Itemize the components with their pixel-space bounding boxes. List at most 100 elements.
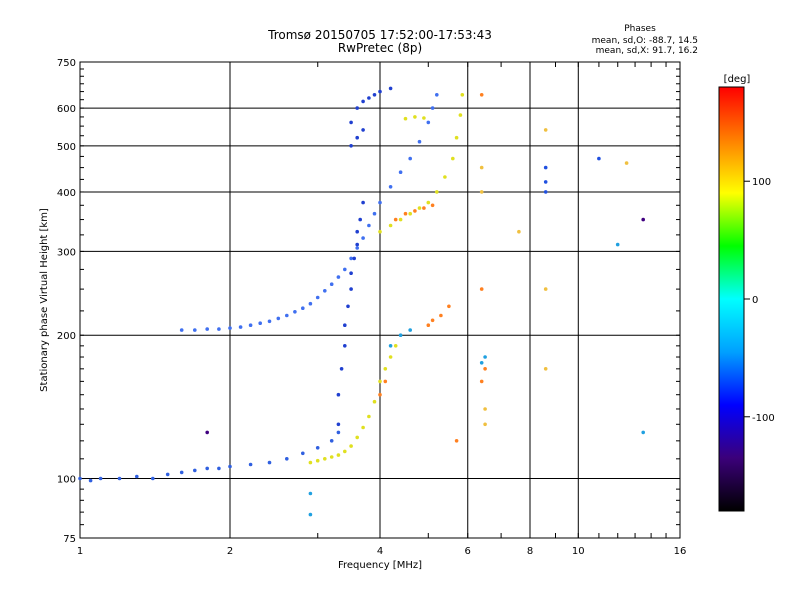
data-point (285, 457, 289, 461)
y-tick-label: 100 (57, 475, 76, 486)
stats-title: Phases (624, 24, 656, 34)
data-point (355, 135, 360, 140)
data-point (422, 206, 426, 210)
data-point (267, 319, 272, 324)
data-point (383, 379, 388, 384)
data-point (483, 407, 487, 411)
data-point (408, 328, 413, 332)
data-point (349, 144, 353, 148)
data-point (403, 116, 408, 121)
data-point (398, 333, 403, 338)
x-tick-label: 16 (674, 546, 687, 557)
data-point (451, 156, 455, 161)
data-point (388, 355, 393, 359)
data-point (301, 306, 305, 311)
data-point (276, 316, 281, 321)
data-point (315, 458, 320, 463)
y-tick-label: 400 (57, 188, 76, 199)
data-point (443, 175, 447, 179)
data-point (179, 470, 184, 475)
data-point (228, 464, 232, 469)
data-point (336, 422, 341, 427)
data-point (151, 476, 155, 481)
data-point (378, 229, 382, 234)
y-tick-label: 300 (57, 247, 76, 258)
data-point (430, 106, 435, 110)
data-point (343, 267, 347, 272)
data-point (543, 165, 548, 170)
data-point (349, 120, 353, 125)
data-point (479, 93, 484, 97)
data-point (641, 217, 645, 222)
data-point (308, 491, 313, 496)
data-point (352, 256, 357, 261)
data-point (430, 203, 435, 208)
data-point (417, 139, 422, 144)
data-point (403, 211, 408, 216)
data-point (343, 344, 347, 348)
data-point (349, 444, 353, 448)
data-point (285, 313, 289, 318)
data-point (367, 414, 371, 419)
header: Tromsø 20150705 17:52:00-17:53:43 RwPret… (267, 24, 698, 56)
data-point (426, 120, 431, 125)
data-point (367, 96, 371, 100)
data-point (238, 325, 243, 329)
data-point (383, 367, 388, 371)
data-point (483, 355, 487, 359)
x-tick-label: 10 (572, 546, 585, 557)
data-point (355, 246, 360, 250)
x-tick-label: 1 (77, 546, 83, 557)
data-point (426, 323, 431, 328)
colorbar-tick-label: 0 (752, 295, 758, 306)
data-point (641, 430, 645, 435)
data-point (205, 466, 209, 471)
colorbar-ticks: -100 0 100 (744, 177, 775, 424)
data-point (355, 242, 360, 247)
stats-line-o: mean, sd,O: -88.7, 14.5 (592, 36, 698, 46)
data-point (426, 200, 431, 205)
data-point (372, 399, 377, 404)
data-point (346, 304, 350, 309)
data-point (372, 211, 377, 216)
data-point (597, 156, 601, 161)
data-point (315, 295, 320, 300)
data-point (98, 476, 103, 481)
y-tick-label: 500 (57, 142, 76, 153)
data-point (205, 327, 209, 331)
data-point (413, 209, 417, 213)
data-point (543, 128, 548, 132)
data-point (479, 165, 484, 170)
data-point (343, 449, 347, 454)
data-point (367, 223, 371, 228)
data-point (355, 229, 360, 234)
y-tick-label: 750 (57, 58, 76, 69)
data-point (422, 116, 426, 120)
data-point (543, 190, 548, 194)
data-point (479, 361, 484, 365)
colorbar-tick-label: -100 (752, 413, 775, 424)
data-point (315, 446, 320, 450)
data-point (349, 256, 353, 261)
data-point (78, 476, 82, 481)
data-point (308, 460, 313, 465)
data-point (615, 242, 620, 247)
colorbar-label: [deg] (724, 74, 751, 85)
data-point (267, 460, 272, 465)
data-point (361, 236, 365, 240)
data-point (323, 289, 327, 293)
data-point (378, 89, 382, 94)
data-point (258, 321, 263, 326)
data-point (193, 468, 197, 473)
data-point (336, 275, 341, 279)
data-point (413, 115, 417, 119)
colorbar-gradient (718, 86, 745, 512)
data-point (205, 430, 209, 435)
plot-area: 1 2 4 6 8 10 16 75 100 200 300 400 500 600 750 (57, 58, 686, 557)
y-axis-label: Stationary phase Virtual Height [km] (39, 208, 50, 392)
x-tick-label: 4 (377, 546, 383, 557)
data-point (336, 453, 341, 457)
y-tick-label: 200 (57, 331, 76, 342)
data-point (165, 472, 170, 477)
data-point (388, 86, 393, 91)
